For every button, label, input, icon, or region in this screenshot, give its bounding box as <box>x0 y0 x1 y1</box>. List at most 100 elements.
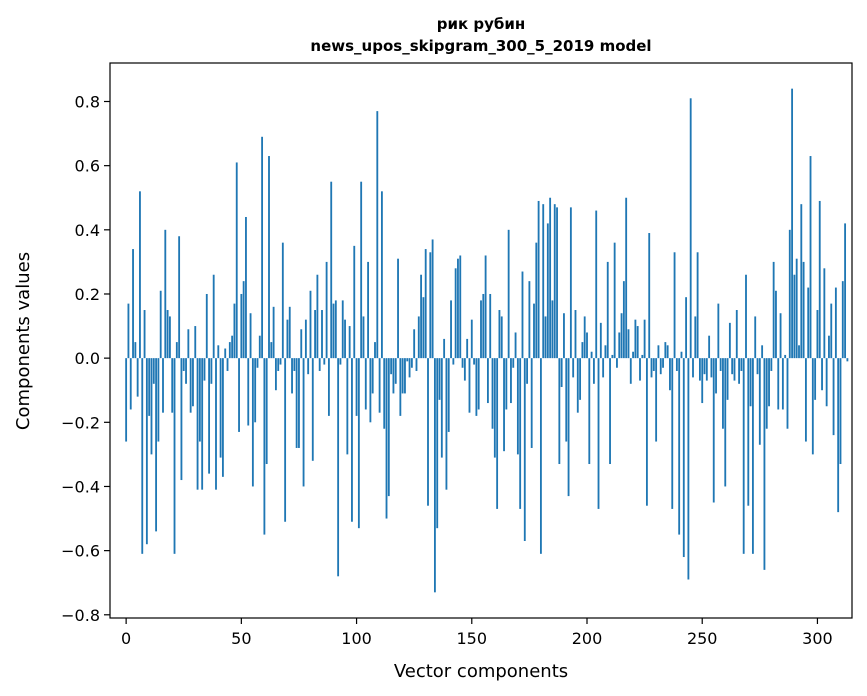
bar <box>189 358 192 413</box>
bar <box>231 335 234 359</box>
bar <box>526 358 529 384</box>
bar <box>265 358 268 465</box>
bar <box>346 358 349 455</box>
bar <box>576 358 579 413</box>
bar <box>157 358 160 442</box>
bar <box>362 316 365 359</box>
bar <box>422 297 425 359</box>
bar <box>182 358 185 371</box>
bar <box>173 358 176 554</box>
bar <box>634 319 637 359</box>
bar <box>779 313 782 359</box>
bar <box>516 358 519 455</box>
bar <box>599 322 602 359</box>
bar <box>242 281 245 359</box>
bar <box>781 358 784 410</box>
bar <box>666 345 669 359</box>
bar <box>327 358 330 416</box>
bar <box>380 191 383 359</box>
bar <box>645 358 648 506</box>
bar <box>804 358 807 442</box>
bar <box>404 358 406 394</box>
bar <box>383 358 386 429</box>
chart-title-line2: news_upos_skipgram_300_5_2019 model <box>310 37 651 55</box>
bar <box>671 358 674 509</box>
bar <box>664 342 667 359</box>
bar <box>203 358 206 381</box>
bar <box>731 358 734 375</box>
bar <box>187 329 190 359</box>
bar <box>270 342 273 359</box>
bar <box>443 338 446 359</box>
bar <box>698 358 701 381</box>
bar <box>175 342 178 359</box>
bar <box>431 239 434 359</box>
bar <box>712 358 715 503</box>
y-tick-label: −0.2 <box>61 413 100 432</box>
bar <box>420 274 423 359</box>
bar <box>675 358 678 371</box>
bar <box>235 162 238 359</box>
bar <box>627 329 630 359</box>
bar <box>378 358 381 413</box>
bar <box>814 358 817 400</box>
bar <box>565 358 568 442</box>
bar <box>274 358 277 391</box>
bar <box>484 255 487 359</box>
y-tick-label: 0.4 <box>75 221 100 240</box>
bar <box>238 358 240 432</box>
bar <box>374 342 376 359</box>
bar <box>625 197 628 359</box>
bar <box>717 303 720 359</box>
bar <box>754 316 757 359</box>
plot-frame <box>109 62 853 619</box>
bar <box>811 358 814 455</box>
bar <box>152 358 155 384</box>
bar <box>291 358 293 394</box>
bar <box>452 358 455 365</box>
bar <box>823 268 826 359</box>
bar <box>839 358 842 465</box>
bar <box>521 271 524 359</box>
bar <box>772 261 775 359</box>
y-tick-label: −0.4 <box>61 477 100 496</box>
bar <box>703 358 706 375</box>
bar <box>558 358 561 465</box>
bar <box>450 300 452 359</box>
bar <box>457 258 459 359</box>
y-tick-label: −0.6 <box>61 542 100 561</box>
bar <box>758 358 761 445</box>
bar <box>560 358 563 388</box>
bar <box>629 358 632 384</box>
bar <box>424 249 427 359</box>
bar <box>385 358 388 519</box>
bar <box>496 358 499 509</box>
bar <box>166 310 169 359</box>
bar <box>475 358 478 416</box>
bar <box>205 293 208 359</box>
bar <box>390 358 393 375</box>
bar <box>164 229 167 359</box>
bar <box>493 358 496 458</box>
bar <box>821 358 823 391</box>
bar <box>371 358 374 394</box>
bar <box>171 358 174 413</box>
bar <box>793 274 796 359</box>
bar <box>586 332 588 359</box>
bar <box>837 358 840 513</box>
bar <box>279 358 282 365</box>
bar <box>387 358 390 497</box>
bar <box>330 181 333 359</box>
bar <box>650 358 653 378</box>
chart-title-line1: рик рубин <box>437 15 526 33</box>
bar <box>470 319 473 359</box>
bar <box>162 358 164 413</box>
bar <box>500 316 503 359</box>
bar <box>846 358 849 362</box>
bar <box>357 358 360 529</box>
bar <box>708 335 711 359</box>
bar <box>429 252 432 359</box>
bar <box>210 358 213 384</box>
bar <box>696 252 699 359</box>
bar <box>318 358 321 371</box>
